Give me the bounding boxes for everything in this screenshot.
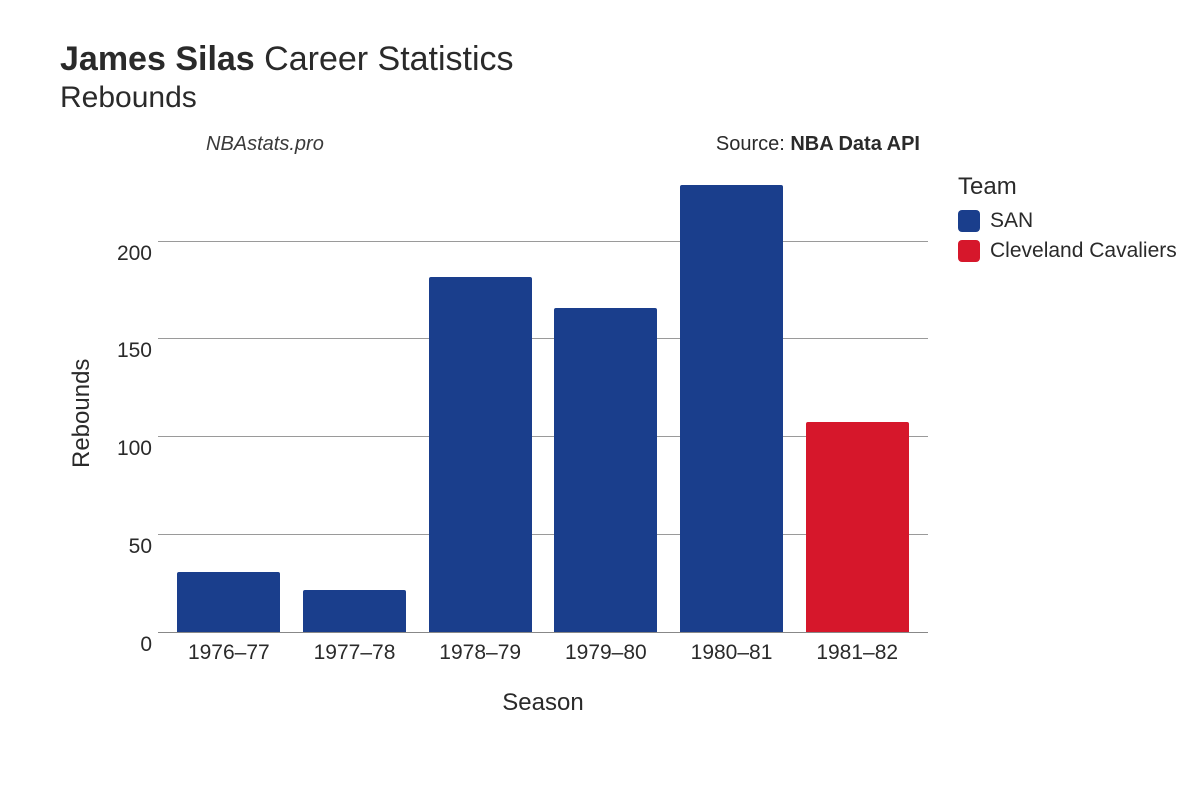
- y-tick: 0: [140, 633, 152, 657]
- watermark: NBAstats.pro: [206, 133, 324, 156]
- y-tick: 150: [117, 339, 152, 363]
- plot-area: [158, 173, 928, 633]
- y-axis: 050100150200: [104, 173, 158, 633]
- y-tick: 200: [117, 242, 152, 266]
- y-axis-label: Rebounds: [60, 133, 104, 693]
- legend-swatch: [958, 210, 980, 232]
- x-tick: 1976–77: [166, 641, 292, 665]
- legend-label: Cleveland Cavaliers: [990, 239, 1177, 263]
- bars-group: [158, 173, 928, 633]
- legend-label: SAN: [990, 209, 1033, 233]
- plot-column: NBAstats.pro Source: NBA Data API 1976–7…: [158, 133, 928, 693]
- x-axis-label: Season: [158, 689, 928, 717]
- legend-items: SAN Cleveland Cavaliers: [958, 209, 1177, 263]
- legend: Team SAN Cleveland Cavaliers: [958, 173, 1177, 693]
- legend-title: Team: [958, 173, 1177, 201]
- x-tick: 1981–82: [794, 641, 920, 665]
- source-attribution: Source: NBA Data API: [716, 133, 920, 156]
- legend-item: Cleveland Cavaliers: [958, 239, 1177, 263]
- chart-title-block: James Silas Career Statistics Rebounds: [60, 40, 1180, 115]
- title-suffix: Career Statistics: [264, 40, 513, 78]
- bar: [177, 572, 280, 633]
- bar-slot: [417, 173, 543, 633]
- x-tick: 1978–79: [417, 641, 543, 665]
- chart-title: James Silas Career Statistics: [60, 40, 1180, 79]
- bar: [680, 185, 783, 633]
- x-tick: 1980–81: [669, 641, 795, 665]
- y-tick: 100: [117, 437, 152, 461]
- x-axis: 1976–771977–781978–791979–801980–811981–…: [158, 633, 928, 665]
- plot-header: NBAstats.pro Source: NBA Data API: [158, 133, 928, 173]
- bar-slot: [794, 173, 920, 633]
- plot-wrap: Rebounds 0 50 100 150 200 NBAstats.pro Sourc…: [60, 133, 1180, 693]
- bar-slot: [166, 173, 292, 633]
- source-value: NBA Data API: [790, 133, 920, 155]
- player-name: James Silas: [60, 40, 255, 78]
- bar-slot: [543, 173, 669, 633]
- baseline: [158, 632, 928, 633]
- bar-slot: [292, 173, 418, 633]
- y-tick: 50: [129, 535, 152, 559]
- x-tick: 1977–78: [292, 641, 418, 665]
- bar: [429, 277, 532, 633]
- x-tick: 1979–80: [543, 641, 669, 665]
- legend-swatch: [958, 240, 980, 262]
- bar: [303, 590, 406, 633]
- bar: [554, 308, 657, 633]
- source-label: Source:: [716, 133, 790, 155]
- bar-slot: [669, 173, 795, 633]
- chart-container: James Silas Career Statistics Rebounds R…: [0, 0, 1200, 800]
- chart-subtitle: Rebounds: [60, 81, 1180, 115]
- bar: [806, 422, 909, 633]
- legend-item: SAN: [958, 209, 1177, 233]
